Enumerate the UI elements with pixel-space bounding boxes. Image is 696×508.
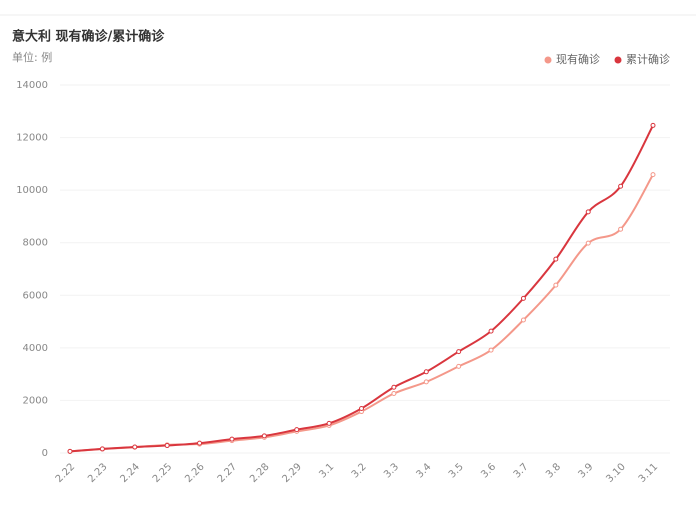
x-tick-label: 3.10 [604, 461, 628, 485]
unit-label: 单位: 例 [12, 50, 52, 64]
point [99, 446, 105, 452]
point [261, 433, 267, 439]
y-tick-label: 8000 [23, 238, 48, 249]
x-tick-label: 3.8 [544, 461, 563, 480]
y-tick-label: 4000 [23, 343, 48, 354]
point [618, 226, 624, 232]
point [67, 448, 73, 454]
y-tick-label: 14000 [16, 80, 48, 91]
point [553, 282, 559, 288]
point [585, 240, 591, 246]
point [585, 209, 591, 215]
x-tick-label: 3.1 [317, 461, 336, 480]
point [391, 384, 397, 390]
x-tick-label: 2.24 [118, 461, 142, 485]
point [164, 443, 170, 449]
legend-marker [544, 56, 552, 64]
y-tick-label: 12000 [16, 133, 48, 144]
point [456, 349, 462, 355]
chart-title: 意大利 现有确诊/累计确诊 [12, 29, 165, 45]
point [391, 391, 397, 397]
x-tick-label: 3.6 [479, 461, 498, 480]
point [229, 436, 235, 442]
x-tick-label: 2.26 [183, 461, 207, 485]
point [197, 440, 203, 446]
point [488, 328, 494, 334]
y-tick-label: 2000 [23, 395, 48, 406]
point [359, 405, 364, 411]
legend-label: 累计确诊 [626, 52, 670, 66]
x-tick-label: 3.11 [637, 461, 661, 485]
y-tick-label: 6000 [23, 290, 48, 301]
point [423, 379, 429, 385]
x-tick-label: 3.4 [414, 461, 433, 480]
legend-marker [614, 56, 622, 64]
x-tick-label: 2.27 [216, 461, 240, 485]
point [520, 317, 526, 323]
point [456, 363, 462, 369]
y-tick-label: 0 [42, 448, 48, 459]
x-tick-label: 3.9 [576, 461, 595, 480]
x-tick-label: 2.25 [151, 461, 175, 485]
point [132, 444, 138, 450]
x-tick-label: 3.3 [382, 461, 401, 480]
point [650, 122, 656, 128]
point [326, 420, 332, 426]
x-tick-label: 3.7 [512, 461, 531, 480]
point [553, 256, 559, 262]
point [488, 347, 494, 353]
series-line [69, 124, 654, 453]
x-tick-label: 2.29 [280, 461, 304, 485]
legend-label: 现有确诊 [556, 52, 600, 66]
x-tick-label: 2.28 [248, 461, 272, 485]
point [650, 172, 656, 178]
point [423, 369, 429, 375]
x-tick-label: 2.23 [86, 461, 110, 485]
point [294, 427, 300, 433]
x-tick-label: 2.22 [54, 461, 78, 485]
x-tick-label: 3.2 [350, 461, 369, 480]
y-tick-label: 10000 [16, 185, 48, 196]
point [618, 183, 624, 189]
x-tick-label: 3.5 [447, 461, 466, 480]
point [520, 295, 526, 301]
